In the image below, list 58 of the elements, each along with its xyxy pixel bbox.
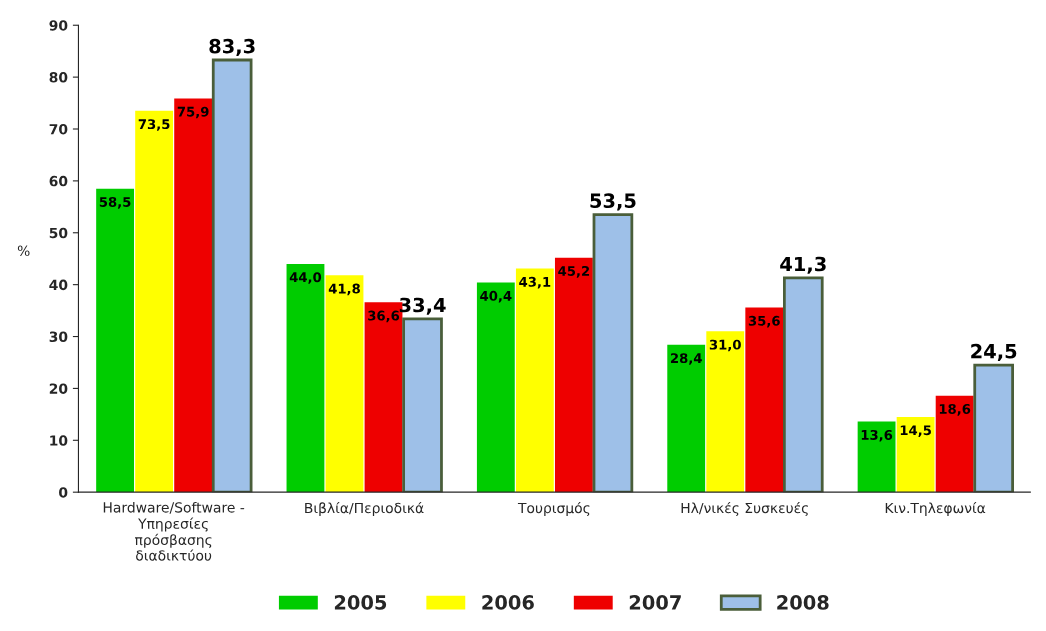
data-label: 14,5 [900,425,931,437]
y-tick-label: 90 [49,20,68,31]
y-tick-label: 0 [59,487,68,498]
y-tick-label: 80 [49,72,68,83]
data-label: 28,4 [670,353,702,365]
bar [554,257,593,493]
bar [935,395,974,493]
x-tick-label: Κιν.Τηλεφωνία [885,501,986,516]
data-label: 31,0 [709,339,741,352]
y-tick-label: 60 [49,175,68,187]
x-tick-label: Ηλ/νικές Συσκευές [681,501,808,516]
y-tick-label: 30 [49,331,68,343]
data-label: 75,9 [177,106,209,119]
bar [96,188,135,493]
legend-label: 2005 [334,595,387,610]
x-tick-label: Hardware/Software - Υπηρεσίες πρόσβασης διαδικτύου [103,501,245,561]
data-label: 35,6 [748,315,780,328]
bar [706,331,745,493]
data-label: 40,4 [480,290,512,303]
data-label: 13,6 [861,429,893,442]
y-axis-title: % [17,245,30,257]
bar [174,98,213,493]
y-tick-label: 70 [49,123,68,135]
data-label: 41,3 [780,256,826,274]
y-tick-label: 20 [49,383,68,394]
data-label: 24,5 [971,343,1017,362]
data-label: 43,1 [519,276,551,289]
data-label: 45,2 [558,265,590,278]
y-tick-label: 50 [49,227,68,239]
data-label: 18,6 [939,403,971,416]
bar [476,282,515,493]
bar [211,58,253,493]
bar [745,307,784,493]
bar [402,317,443,493]
bar [667,344,706,493]
bar [973,363,1014,493]
legend-label: 2006 [482,595,534,610]
data-label: 44,0 [289,272,322,284]
y-tick-label: 10 [50,435,68,446]
y-tick-label: 40 [49,279,68,291]
bar [782,276,824,493]
bar [325,275,364,493]
data-label: 58,5 [99,196,131,209]
legend-label: 2008 [777,595,829,610]
bar [515,268,554,493]
bar [896,416,935,493]
bar [135,110,174,493]
x-tick-label: Βιβλία/Περιοδικά [305,501,424,516]
data-label: 73,5 [138,119,170,131]
data-label: 53,5 [590,193,636,211]
bar [592,213,634,493]
data-label: 83,3 [209,38,255,56]
legend-label: 2007 [629,595,681,610]
bar [857,421,896,493]
data-label: 41,8 [328,283,360,296]
x-tick-label: Τουρισμός [517,501,590,516]
data-label: 36,6 [368,310,400,323]
bar [286,263,325,493]
